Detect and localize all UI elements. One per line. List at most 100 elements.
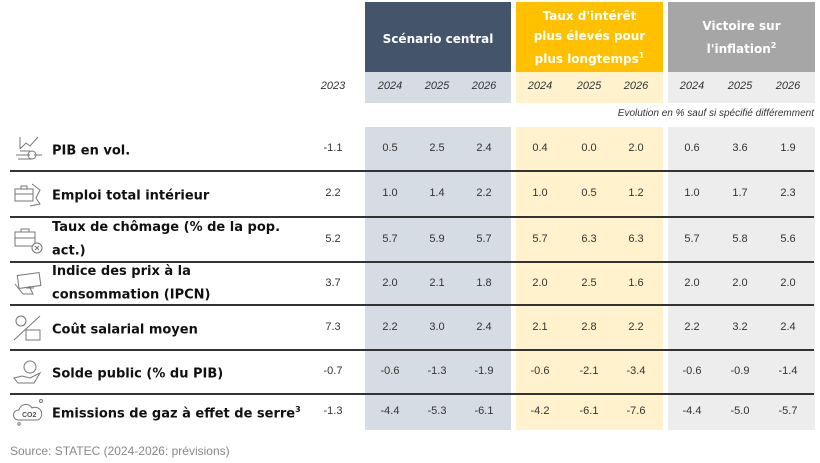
table-cell: 6.3	[628, 232, 644, 245]
table-cell: -3.4	[626, 365, 646, 377]
year-header: 2024	[679, 80, 705, 92]
year-header: 2026	[775, 80, 801, 92]
table-cell: 1.0	[532, 187, 548, 199]
table-cell: 3.0	[429, 320, 445, 333]
table-cell: 1.7	[732, 187, 748, 199]
table-cell: 0.6	[684, 142, 700, 154]
table-cell: 2.5	[429, 142, 445, 154]
scenario-header-victory: Victoire sur l'inflation2	[668, 2, 815, 72]
table-cell: -0.9	[730, 365, 750, 377]
hand-card-icon	[14, 271, 42, 294]
year-header: 2025	[727, 80, 753, 92]
table-cell: 2.0	[732, 276, 748, 289]
year-header: 2025	[424, 80, 450, 92]
table-cell: 2.2	[684, 320, 700, 333]
row-divider	[10, 304, 814, 306]
table-cell: -1.4	[778, 365, 798, 377]
table-cell: -5.3	[427, 405, 447, 417]
table-cell: 1.0	[684, 187, 700, 199]
table-cell: -0.6	[682, 365, 702, 377]
table-cell: 3.2	[732, 320, 748, 333]
units-note: Evolution en % sauf si spécifié différem…	[617, 108, 814, 119]
table-cell: -7.6	[626, 405, 646, 417]
table-cell: 2.2	[382, 320, 398, 333]
table-cell: 5.9	[429, 232, 445, 245]
row-label: Emploi total intérieur	[52, 188, 210, 204]
table-cell: 0.4	[532, 142, 548, 154]
year-header: 2024	[377, 80, 403, 92]
table-cell: 2.0	[532, 276, 548, 289]
table-cell: 5.8	[732, 232, 748, 245]
table-cell: 1.4	[429, 187, 445, 199]
row-divider	[10, 261, 814, 263]
row-label: Coût salarial moyen	[52, 322, 198, 338]
table-cell: -0.6	[530, 365, 550, 377]
table-cell: 2.5	[581, 276, 597, 289]
table-cell: -6.1	[579, 405, 599, 417]
percent-briefcase-icon	[13, 315, 41, 340]
year-header: 2025	[576, 80, 602, 92]
briefcase-map-icon	[14, 183, 41, 207]
table-cell: 2.0	[684, 276, 700, 289]
table-cell: 2.4	[780, 320, 796, 333]
table-cell: 6.3	[581, 232, 597, 245]
table-cell: 2.0	[382, 276, 398, 289]
table-cell: -0.6	[380, 365, 400, 377]
table-cell: 7.3	[325, 320, 341, 333]
table-cell: 2.0	[628, 142, 644, 154]
table-cell: 3.6	[732, 142, 748, 154]
table-cell: -5.7	[778, 405, 798, 417]
table-cell: 2.1	[429, 276, 445, 289]
row-label: Taux de chômage (% de la pop. act.)	[52, 220, 281, 259]
table-cell: 2.0	[780, 276, 796, 289]
table-cell: 2.4	[476, 320, 492, 333]
row-divider	[10, 393, 814, 395]
table-cell: 1.8	[476, 276, 492, 289]
table-cell: 1.6	[628, 276, 644, 289]
row-label: Emissions de gaz à effet de serre3	[52, 405, 301, 422]
growth-chart-coins-icon	[16, 136, 42, 160]
table-cell: -4.2	[530, 405, 550, 417]
briefcase-cross-icon	[14, 228, 43, 253]
table-cell: 5.7	[382, 232, 398, 245]
table-cell: 5.7	[476, 232, 492, 245]
table-cell: 0.0	[581, 142, 597, 154]
scenario-band-high-rates	[516, 72, 663, 430]
co2-cloud-icon: CO2	[12, 399, 43, 426]
hand-euro-icon	[13, 360, 42, 384]
table-cell: 5.6	[780, 232, 796, 245]
svg-text:CO2: CO2	[22, 412, 37, 419]
table-cell: 5.7	[532, 232, 548, 245]
scenario-band-victory	[668, 72, 815, 430]
table-cell: 2.3	[780, 187, 796, 199]
table-cell: 2.2	[325, 187, 341, 199]
table-cell: -0.7	[323, 365, 343, 377]
scenario-header-central: Scénario central	[365, 2, 511, 72]
table-cell: -1.9	[474, 365, 494, 377]
table-cell: 2.2	[476, 187, 492, 199]
source-note: Source: STATEC (2024-2026: prévisions)	[10, 444, 230, 458]
table-cell: 1.2	[628, 187, 644, 199]
table-cell: -1.3	[323, 405, 343, 417]
row-divider	[10, 349, 814, 351]
year-header: 2026	[471, 80, 497, 92]
table-cell: -1.1	[323, 142, 343, 154]
row-label: PIB en vol.	[52, 143, 131, 159]
row-divider	[10, 170, 814, 172]
table-cell: -6.1	[474, 405, 494, 417]
table-cell: 1.0	[382, 187, 398, 199]
table-cell: 1.9	[780, 142, 796, 154]
row-label: Solde public (% du PIB)	[52, 366, 224, 382]
table-cell: 5.7	[684, 232, 700, 245]
year-header: 2026	[623, 80, 649, 92]
row-divider	[10, 216, 814, 218]
row-label: Indice des prix à la consommation (IPCN)	[52, 264, 211, 303]
table-cell: 3.7	[325, 276, 341, 289]
table-cell: 2.1	[532, 320, 548, 333]
table-cell: 2.4	[476, 142, 492, 154]
table-cell: -1.3	[427, 365, 447, 377]
table-cell: -5.0	[730, 405, 750, 417]
scenario-band-central	[365, 72, 511, 430]
table-cell: 0.5	[382, 142, 398, 154]
year-header-base: 2023	[320, 80, 346, 92]
